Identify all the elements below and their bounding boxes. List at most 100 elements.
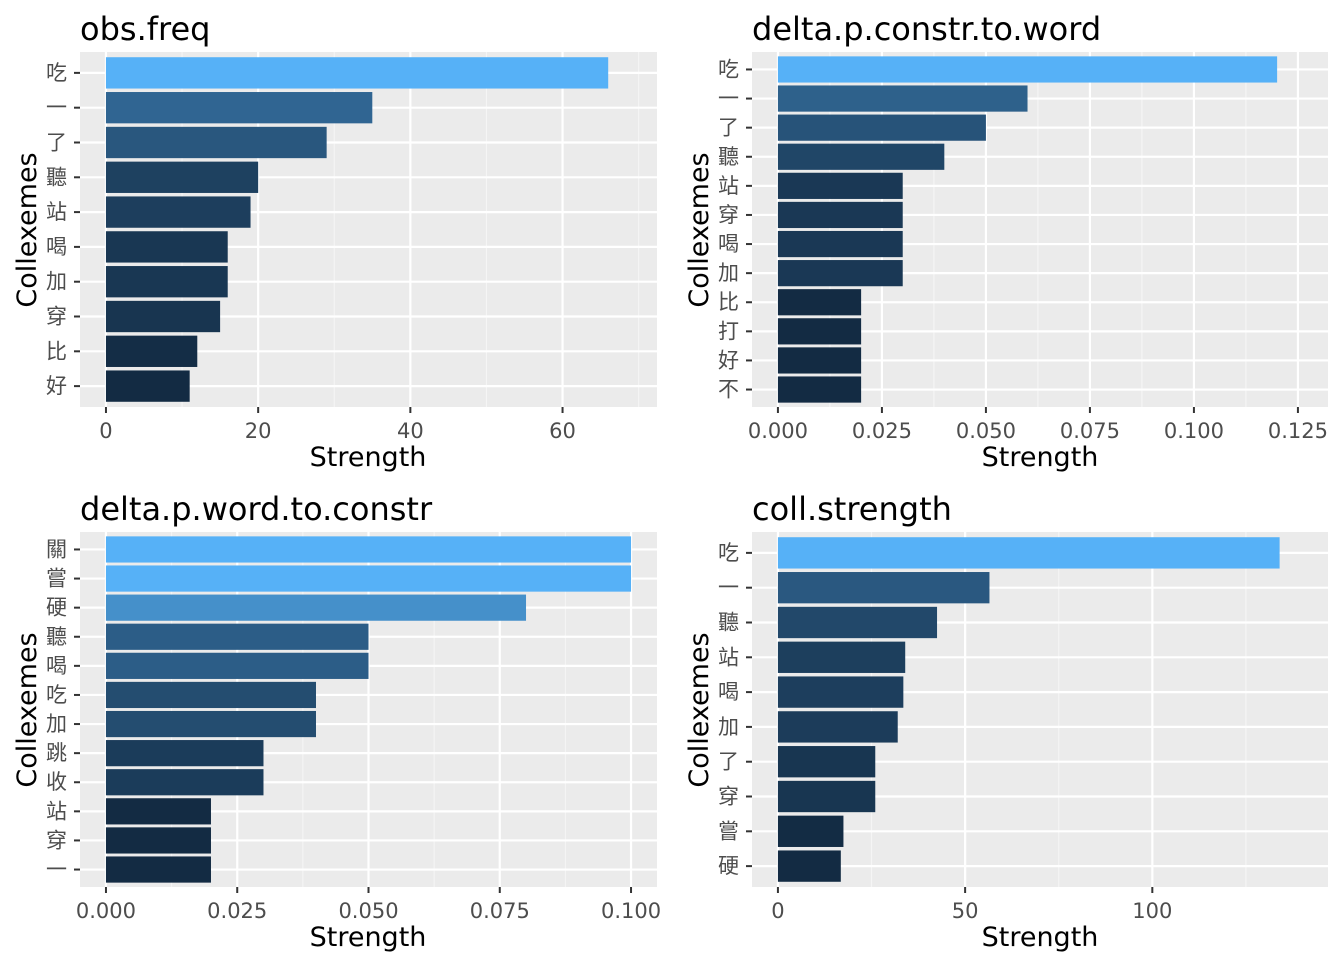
x-axis-label: Strength bbox=[982, 922, 1099, 953]
bar-喝 bbox=[777, 676, 904, 708]
bar-了 bbox=[777, 114, 986, 141]
y-tick-label: 站 bbox=[46, 799, 67, 823]
bar-穿 bbox=[105, 827, 211, 854]
y-tick-label: 加 bbox=[718, 261, 739, 285]
y-axis-label: Collexemes bbox=[684, 632, 715, 787]
bar-站 bbox=[777, 641, 906, 673]
y-tick-label: 好 bbox=[46, 374, 67, 398]
bar-嘗 bbox=[777, 815, 844, 847]
y-tick-label: 加 bbox=[46, 712, 67, 736]
bar-聽 bbox=[777, 606, 938, 639]
bar-好 bbox=[777, 347, 862, 374]
bar-喝 bbox=[777, 230, 903, 258]
bar-穿 bbox=[105, 300, 221, 333]
y-tick-label: 嘗 bbox=[46, 567, 67, 591]
y-tick-label: 喝 bbox=[46, 654, 67, 678]
bar-加 bbox=[105, 266, 228, 298]
y-tick-label: 了 bbox=[718, 750, 739, 774]
y-tick-label: 吃 bbox=[718, 57, 739, 81]
y-tick-label: 一 bbox=[46, 858, 67, 882]
x-axis-label: Strength bbox=[310, 922, 427, 953]
bar-站 bbox=[105, 798, 211, 825]
x-tick-label: 0.050 bbox=[338, 899, 398, 923]
y-tick-label: 硬 bbox=[718, 854, 739, 878]
y-tick-label: 硬 bbox=[46, 596, 67, 620]
y-tick-label: 吃 bbox=[46, 61, 67, 85]
chart-title: delta.p.constr.to.word bbox=[752, 10, 1101, 48]
bar-穿 bbox=[777, 201, 903, 229]
y-tick-label: 嘗 bbox=[718, 819, 739, 843]
x-tick-label: 0.000 bbox=[76, 899, 136, 923]
y-tick-label: 喝 bbox=[718, 232, 739, 256]
x-tick-label: 20 bbox=[245, 419, 272, 443]
bar-不 bbox=[777, 376, 862, 403]
x-tick-label: 0.025 bbox=[852, 419, 912, 443]
x-tick-label: 60 bbox=[549, 419, 576, 443]
x-tick-label: 0.025 bbox=[207, 899, 267, 923]
bar-比 bbox=[777, 289, 862, 316]
bar-收 bbox=[105, 769, 264, 796]
x-tick-label: 100 bbox=[1132, 899, 1172, 923]
y-tick-label: 加 bbox=[718, 715, 739, 739]
bar-硬 bbox=[105, 594, 527, 621]
bar-跳 bbox=[105, 740, 264, 767]
x-tick-label: 0.050 bbox=[956, 419, 1016, 443]
bar-加 bbox=[105, 710, 316, 738]
bar-聽 bbox=[777, 143, 945, 170]
bar-打 bbox=[777, 318, 862, 345]
y-tick-label: 站 bbox=[46, 200, 67, 224]
x-tick-label: 0.100 bbox=[1164, 419, 1224, 443]
bar-好 bbox=[105, 370, 190, 402]
y-tick-label: 吃 bbox=[46, 683, 67, 707]
bar-加 bbox=[777, 711, 898, 743]
x-tick-label: 0.000 bbox=[748, 419, 808, 443]
bar-加 bbox=[777, 260, 903, 287]
bar-一 bbox=[105, 856, 211, 883]
y-tick-label: 聽 bbox=[46, 165, 67, 189]
y-axis-label: Collexemes bbox=[12, 632, 43, 787]
y-tick-label: 一 bbox=[718, 576, 739, 600]
x-axis-label: Strength bbox=[310, 442, 427, 473]
x-tick-label: 50 bbox=[952, 899, 979, 923]
y-tick-label: 穿 bbox=[46, 828, 67, 852]
y-axis-label: Collexemes bbox=[12, 152, 43, 307]
bar-了 bbox=[777, 746, 876, 778]
bar-聽 bbox=[105, 161, 259, 193]
y-tick-label: 穿 bbox=[718, 203, 739, 227]
y-tick-label: 喝 bbox=[46, 235, 67, 259]
x-tick-label: 0 bbox=[99, 419, 112, 443]
y-tick-label: 收 bbox=[46, 770, 67, 794]
y-tick-label: 穿 bbox=[46, 305, 67, 329]
y-tick-label: 聽 bbox=[46, 625, 67, 649]
y-tick-label: 站 bbox=[718, 174, 739, 198]
y-tick-label: 好 bbox=[718, 348, 739, 372]
bar-一 bbox=[777, 85, 1028, 112]
bar-比 bbox=[105, 335, 198, 367]
y-tick-label: 了 bbox=[718, 116, 739, 140]
x-tick-label: 0.075 bbox=[470, 899, 530, 923]
y-tick-label: 聽 bbox=[718, 610, 739, 634]
bar-硬 bbox=[777, 850, 841, 882]
bar-喝 bbox=[105, 652, 369, 679]
y-tick-label: 打 bbox=[718, 319, 739, 343]
y-tick-label: 跳 bbox=[46, 741, 67, 765]
bar-吃 bbox=[777, 56, 1278, 83]
bar-嘗 bbox=[105, 565, 632, 592]
bar-吃 bbox=[105, 57, 609, 89]
x-tick-label: 0 bbox=[771, 899, 784, 923]
x-tick-label: 0.100 bbox=[601, 899, 661, 923]
bar-了 bbox=[105, 126, 327, 159]
y-axis-label: Collexemes bbox=[684, 152, 715, 307]
y-tick-label: 一 bbox=[46, 96, 67, 120]
y-tick-label: 吃 bbox=[718, 541, 739, 565]
bar-站 bbox=[105, 196, 251, 228]
y-tick-label: 站 bbox=[718, 645, 739, 669]
